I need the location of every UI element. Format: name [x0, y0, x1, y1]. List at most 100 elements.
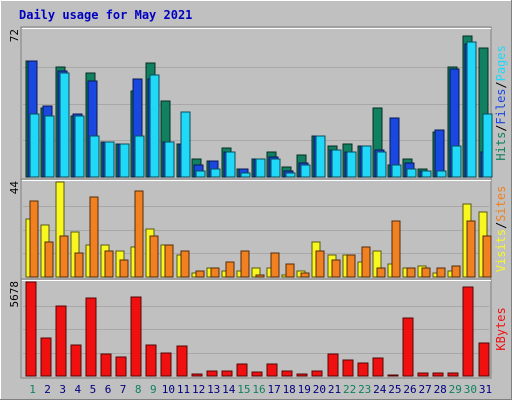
- bar-sites-day-9: [149, 235, 159, 278]
- bar-pages-day-20: [315, 135, 326, 178]
- bar-pages-day-23: [361, 145, 372, 178]
- bar-sites-day-31: [482, 235, 492, 278]
- legend-visits-sites: Sites/Visits: [494, 186, 508, 273]
- bar-sites-day-10: [164, 244, 174, 278]
- x-tick-label-day-30: 30: [464, 383, 477, 396]
- bar-sites-day-3: [59, 235, 69, 278]
- chart-title: Daily usage for May 2021: [19, 8, 192, 22]
- bar-sites-day-18: [285, 263, 295, 278]
- bar-kbytes-day-30: [462, 286, 474, 377]
- bar-kbytes-day-31: [478, 342, 490, 377]
- bar-sites-day-28: [436, 267, 446, 278]
- bar-kbytes-day-6: [100, 353, 112, 377]
- bar-pages-day-18: [285, 172, 296, 178]
- x-tick-label-day-15: 15: [237, 383, 250, 396]
- x-tick-label-day-2: 2: [44, 383, 51, 396]
- bar-pages-day-4: [74, 115, 85, 178]
- x-tick-label-day-28: 28: [434, 383, 447, 396]
- bar-sites-day-17: [270, 252, 280, 278]
- y-max-label: 44: [8, 181, 21, 195]
- bar-kbytes-day-13: [206, 370, 218, 377]
- bar-sites-day-15: [240, 250, 250, 278]
- bar-sites-day-29: [451, 265, 461, 278]
- bar-pages-day-3: [59, 72, 70, 178]
- bar-sites-day-23: [361, 246, 371, 278]
- x-tick-label-day-3: 3: [59, 383, 66, 396]
- bar-sites-day-30: [466, 220, 476, 278]
- bar-kbytes-day-9: [145, 344, 157, 377]
- chart-panel-visits-sites: 44 Sites/Visits: [8, 178, 508, 280]
- bar-kbytes-day-20: [311, 370, 323, 377]
- bar-sites-day-21: [331, 259, 341, 278]
- bar-kbytes-day-10: [160, 352, 172, 377]
- bar-kbytes-day-7: [115, 356, 127, 377]
- x-tick-label-day-27: 27: [418, 383, 431, 396]
- bar-pages-day-1: [29, 113, 40, 178]
- bar-kbytes-day-14: [221, 370, 233, 377]
- bar-kbytes-day-11: [176, 345, 188, 377]
- x-tick-label-day-18: 18: [283, 383, 296, 396]
- bar-pages-day-12: [195, 170, 206, 178]
- bar-kbytes-day-1: [25, 281, 37, 377]
- bar-kbytes-day-15: [236, 363, 248, 377]
- bar-pages-day-6: [104, 141, 115, 178]
- x-tick-label-day-10: 10: [162, 383, 175, 396]
- bar-sites-day-4: [74, 252, 84, 278]
- x-axis-labels: 1 2 3 4 5 6 7 8 9 10 11 12 13 14 15 16 17 18 19 20 21 22 23 24 2…: [29, 383, 492, 396]
- x-tick-label-day-8: 8: [135, 383, 142, 396]
- legend-label-sites: Sites: [494, 186, 508, 222]
- x-tick-label-day-14: 14: [222, 383, 236, 396]
- x-tick-label-day-20: 20: [313, 383, 326, 396]
- x-tick-label-day-5: 5: [90, 383, 97, 396]
- x-tick-label-day-9: 9: [150, 383, 157, 396]
- bar-sites-day-20: [315, 250, 325, 278]
- x-tick-label-day-29: 29: [449, 383, 462, 396]
- bar-pages-day-22: [346, 151, 357, 178]
- bar-pages-day-10: [164, 141, 175, 178]
- bar-pages-day-17: [270, 158, 281, 178]
- bar-pages-day-13: [210, 168, 221, 178]
- bar-sites-day-22: [346, 254, 356, 278]
- bar-kbytes-day-29: [447, 372, 459, 377]
- bar-sites-day-2: [44, 241, 54, 278]
- bar-kbytes-day-4: [70, 344, 82, 377]
- legend-label-kbytes: KBytes: [494, 307, 508, 350]
- bar-kbytes-day-18: [281, 370, 293, 377]
- bar-sites-day-6: [104, 250, 114, 278]
- bar-sites-day-19: [300, 272, 310, 278]
- x-tick-label-day-22: 22: [343, 383, 356, 396]
- bar-pages-day-30: [466, 41, 477, 178]
- x-tick-label-day-21: 21: [328, 383, 341, 396]
- bar-pages-day-25: [391, 164, 402, 178]
- bar-kbytes-day-3: [55, 305, 67, 377]
- x-tick-label-day-24: 24: [373, 383, 387, 396]
- bar-sites-day-5: [89, 196, 99, 278]
- bar-kbytes-day-16: [251, 371, 263, 377]
- x-tick-label-day-25: 25: [388, 383, 401, 396]
- bar-pages-day-7: [119, 143, 130, 178]
- bar-kbytes-day-23: [357, 362, 369, 377]
- bar-kbytes-day-27: [417, 372, 429, 377]
- bar-sites-day-11: [180, 250, 190, 278]
- bar-pages-day-11: [180, 111, 191, 178]
- x-tick-label-day-7: 7: [120, 383, 127, 396]
- x-tick-label-day-12: 12: [192, 383, 205, 396]
- bar-pages-day-31: [482, 113, 493, 178]
- bar-pages-day-14: [225, 151, 236, 178]
- legend-label-files: Files: [494, 88, 508, 124]
- bar-sites-day-27: [421, 267, 431, 278]
- chart-panel-kbytes: 5678 KBytes: [8, 278, 508, 379]
- bar-kbytes-day-17: [266, 363, 278, 377]
- bar-kbytes-day-28: [432, 372, 444, 377]
- x-tick-label-day-17: 17: [267, 383, 280, 396]
- bar-sites-day-14: [225, 261, 235, 278]
- legend-separator: /: [494, 81, 508, 88]
- bar-files-day-28: [434, 129, 445, 178]
- x-tick-label-day-4: 4: [74, 383, 81, 396]
- x-tick-label-day-6: 6: [105, 383, 112, 396]
- bar-kbytes-day-26: [402, 317, 414, 377]
- bar-kbytes-day-24: [372, 357, 384, 377]
- x-tick-label-day-13: 13: [207, 383, 220, 396]
- legend-label-visits: Visits: [494, 229, 508, 272]
